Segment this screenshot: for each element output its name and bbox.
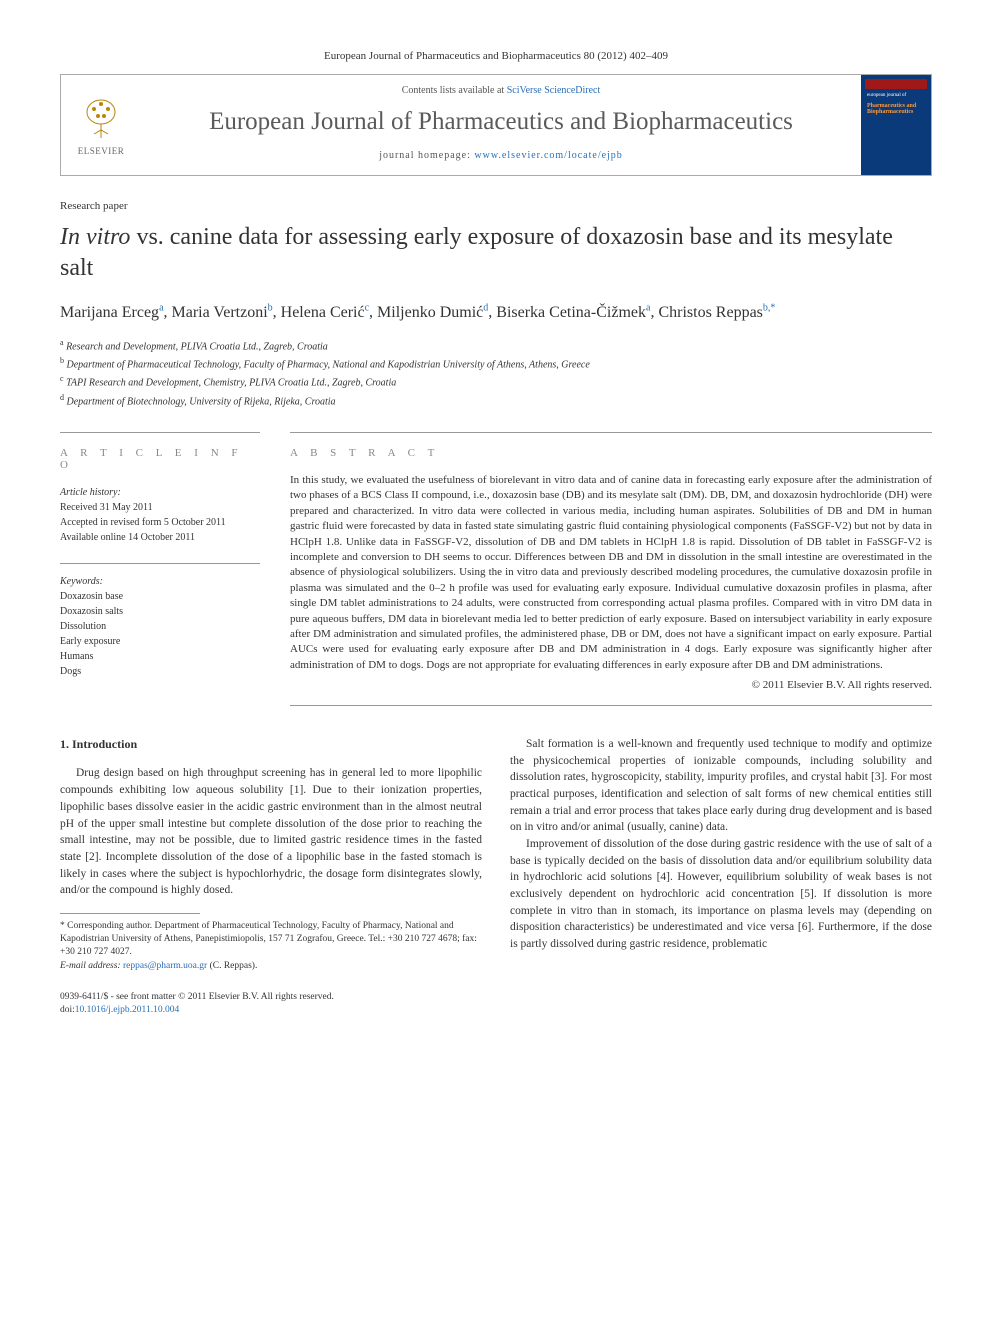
divider	[290, 705, 932, 706]
author[interactable]: Maria Vertzonib	[172, 304, 273, 321]
author[interactable]: Miljenko Dumićd	[377, 304, 488, 321]
keyword: Doxazosin base	[60, 589, 260, 604]
elsevier-logo[interactable]: ELSEVIER	[61, 75, 141, 175]
section-heading: 1. Introduction	[60, 736, 482, 753]
journal-homepage: journal homepage: www.elsevier.com/locat…	[151, 150, 851, 161]
keyword: Humans	[60, 649, 260, 664]
footnote-text: * Corresponding author. Department of Ph…	[60, 920, 482, 960]
article-info-panel: A R T I C L E I N F O Article history: R…	[60, 432, 260, 706]
body-columns: 1. Introduction Drug design based on hig…	[60, 736, 932, 973]
doi-prefix: doi:	[60, 1005, 75, 1015]
doi-link[interactable]: 10.1016/j.ejpb.2011.10.004	[75, 1005, 179, 1015]
affiliation: c TAPI Research and Development, Chemist…	[60, 373, 932, 391]
footnote-divider	[60, 913, 200, 914]
article-info-label: A R T I C L E I N F O	[60, 447, 260, 471]
keywords-block: Keywords: Doxazosin base Doxazosin salts…	[60, 574, 260, 679]
paragraph: Improvement of dissolution of the dose d…	[510, 836, 932, 953]
paper-title: In vitro vs. canine data for assessing e…	[60, 222, 932, 284]
author[interactable]: Christos Reppasb,*	[658, 304, 775, 321]
journal-reference: European Journal of Pharmaceutics and Bi…	[60, 50, 932, 62]
affiliations: a Research and Development, PLIVA Croati…	[60, 337, 932, 410]
corresponding-email-link[interactable]: reppas@pharm.uoa.gr	[123, 961, 207, 971]
copyright-line: © 2011 Elsevier B.V. All rights reserved…	[290, 679, 932, 691]
paragraph: Drug design based on high throughput scr…	[60, 765, 482, 898]
history-revised: Accepted in revised form 5 October 2011	[60, 515, 260, 530]
keyword: Early exposure	[60, 634, 260, 649]
history-received: Received 31 May 2011	[60, 500, 260, 515]
title-rest: vs. canine data for assessing early expo…	[60, 224, 893, 281]
elsevier-tree-icon	[76, 94, 126, 144]
article-type: Research paper	[60, 200, 932, 212]
author[interactable]: Marijana Ercega	[60, 304, 164, 321]
footer-copyright: 0939-6411/$ - see front matter © 2011 El…	[60, 991, 932, 1004]
author-list: Marijana Ercega, Maria Vertzonib, Helena…	[60, 300, 932, 324]
homepage-link[interactable]: www.elsevier.com/locate/ejpb	[474, 150, 622, 161]
article-history: Article history: Received 31 May 2011 Ac…	[60, 485, 260, 545]
column-left: 1. Introduction Drug design based on hig…	[60, 736, 482, 973]
email-suffix: (C. Reppas).	[207, 961, 257, 971]
affiliation: d Department of Biotechnology, Universit…	[60, 392, 932, 410]
journal-header: ELSEVIER Contents lists available at Sci…	[60, 74, 932, 176]
paragraph: Salt formation is a well-known and frequ…	[510, 736, 932, 836]
email-label: E-mail address:	[60, 961, 121, 971]
homepage-prefix: journal homepage:	[379, 150, 474, 161]
history-label: Article history:	[60, 485, 260, 500]
contents-available: Contents lists available at SciVerse Sci…	[151, 85, 851, 96]
sciencedirect-link[interactable]: SciVerse ScienceDirect	[507, 85, 601, 96]
cover-body	[865, 118, 927, 171]
keywords-label: Keywords:	[60, 574, 260, 589]
contents-prefix: Contents lists available at	[402, 85, 507, 96]
abstract-label: A B S T R A C T	[290, 447, 932, 459]
abstract-panel: A B S T R A C T In this study, we evalua…	[290, 432, 932, 706]
page-footer: 0939-6411/$ - see front matter © 2011 El…	[60, 991, 932, 1018]
cover-accent-bar	[865, 79, 927, 89]
affiliation: b Department of Pharmaceutical Technolog…	[60, 355, 932, 373]
column-right: Salt formation is a well-known and frequ…	[510, 736, 932, 973]
cover-title: Pharmaceutics and Biopharmaceutics	[865, 101, 927, 118]
divider	[60, 563, 260, 564]
journal-cover-thumbnail[interactable]: european journal of Pharmaceutics and Bi…	[861, 75, 931, 175]
corresponding-author-footnote: * Corresponding author. Department of Ph…	[60, 920, 482, 973]
cover-subtitle: european journal of	[865, 91, 927, 101]
keyword: Dissolution	[60, 619, 260, 634]
elsevier-label: ELSEVIER	[78, 146, 125, 156]
keyword: Dogs	[60, 664, 260, 679]
author[interactable]: Helena Cerićc	[281, 304, 369, 321]
abstract-text: In this study, we evaluated the usefulne…	[290, 473, 932, 673]
history-online: Available online 14 October 2011	[60, 530, 260, 545]
journal-title: European Journal of Pharmaceutics and Bi…	[151, 108, 851, 136]
title-italic: In vitro	[60, 224, 130, 250]
affiliation: a Research and Development, PLIVA Croati…	[60, 337, 932, 355]
author[interactable]: Biserka Cetina-Čižmeka	[496, 304, 650, 321]
keyword: Doxazosin salts	[60, 604, 260, 619]
